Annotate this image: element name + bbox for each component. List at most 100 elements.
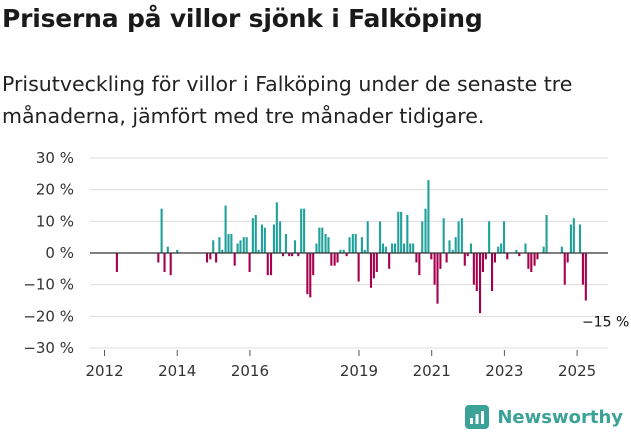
bar <box>466 253 469 257</box>
y-axis: 30 % 20 % 10 % 0 % −10 % −20 % −30 % <box>23 149 74 357</box>
bar <box>421 221 424 253</box>
bar <box>578 224 582 253</box>
x-tick-label: 2025 <box>558 362 596 380</box>
bar <box>457 221 460 253</box>
bar <box>248 253 251 272</box>
x-tick-label: 2014 <box>158 362 196 380</box>
bar <box>348 237 351 253</box>
bar <box>288 253 291 257</box>
bar <box>360 237 363 253</box>
x-tick-label: 2023 <box>485 362 523 380</box>
bar <box>215 253 218 263</box>
bar <box>333 253 336 266</box>
bar <box>442 218 445 253</box>
bar <box>451 249 454 253</box>
bar <box>433 253 436 285</box>
bar <box>563 253 566 285</box>
chart-title: Priserna på villor sjönk i Falköping <box>2 4 483 33</box>
bar <box>263 227 266 253</box>
bar <box>324 234 327 253</box>
bar <box>209 253 212 260</box>
bar <box>406 215 409 253</box>
bar <box>506 253 509 260</box>
brand[interactable]: Newsworthy <box>465 405 623 429</box>
brand-name: Newsworthy <box>497 406 623 428</box>
bar <box>478 253 482 314</box>
bar <box>351 234 354 253</box>
bar <box>306 253 309 295</box>
bar <box>372 253 375 279</box>
bar <box>472 253 475 285</box>
bar <box>484 253 487 260</box>
bar <box>415 253 418 263</box>
bar <box>393 243 397 253</box>
bar <box>115 253 118 272</box>
bar <box>257 249 260 253</box>
newsworthy-logo-icon <box>465 405 490 429</box>
bar <box>397 211 400 253</box>
bar <box>224 205 227 253</box>
bar <box>236 243 239 253</box>
bar <box>518 253 521 257</box>
bar <box>418 253 421 276</box>
bar <box>206 253 209 263</box>
bar <box>497 246 500 253</box>
bar <box>163 253 166 272</box>
bar <box>375 253 378 272</box>
bar <box>251 218 254 253</box>
x-tick-label: 2012 <box>85 362 123 380</box>
bar <box>354 234 357 253</box>
bar <box>212 240 215 253</box>
bar <box>448 240 451 253</box>
bar <box>469 243 473 253</box>
bar <box>269 253 273 276</box>
bar <box>536 253 539 260</box>
bar <box>297 253 300 257</box>
bar <box>309 253 312 298</box>
bar <box>530 253 533 272</box>
bar <box>391 243 394 253</box>
x-tick-label: 2019 <box>340 362 378 380</box>
bar <box>427 180 430 253</box>
bar <box>221 249 224 253</box>
bar <box>500 243 503 253</box>
y-tick-label: −20 % <box>23 307 74 325</box>
bar <box>384 246 387 253</box>
bar <box>284 234 287 253</box>
bar <box>176 249 179 253</box>
bar <box>345 253 348 257</box>
bar <box>533 253 536 266</box>
bar <box>454 237 457 253</box>
bar <box>572 218 575 253</box>
bar <box>300 208 303 253</box>
bar <box>490 253 494 291</box>
bar <box>166 246 169 253</box>
bar <box>279 221 282 253</box>
bar <box>430 253 433 260</box>
y-tick-label: 10 % <box>36 212 74 230</box>
bar <box>569 224 572 253</box>
bar <box>318 227 321 253</box>
bars <box>115 180 587 314</box>
bar <box>566 253 569 263</box>
bar <box>266 253 269 276</box>
bar <box>388 253 391 269</box>
bar <box>303 208 306 253</box>
bar <box>327 237 330 253</box>
bar <box>488 221 491 253</box>
bar <box>475 253 478 291</box>
x-axis: 2012 2014 2016 2019 2021 2023 2025 <box>85 350 596 380</box>
x-tick-label: 2016 <box>231 362 269 380</box>
y-tick-label: 20 % <box>36 181 74 199</box>
bar <box>481 253 484 272</box>
bar <box>254 215 257 253</box>
bar <box>245 237 248 253</box>
bar <box>493 253 496 263</box>
bar <box>363 249 366 253</box>
bar <box>445 253 448 263</box>
bar <box>502 221 506 253</box>
bar <box>581 253 584 285</box>
bar <box>315 243 318 253</box>
y-tick-label: 0 % <box>45 244 74 262</box>
bar <box>424 208 427 253</box>
